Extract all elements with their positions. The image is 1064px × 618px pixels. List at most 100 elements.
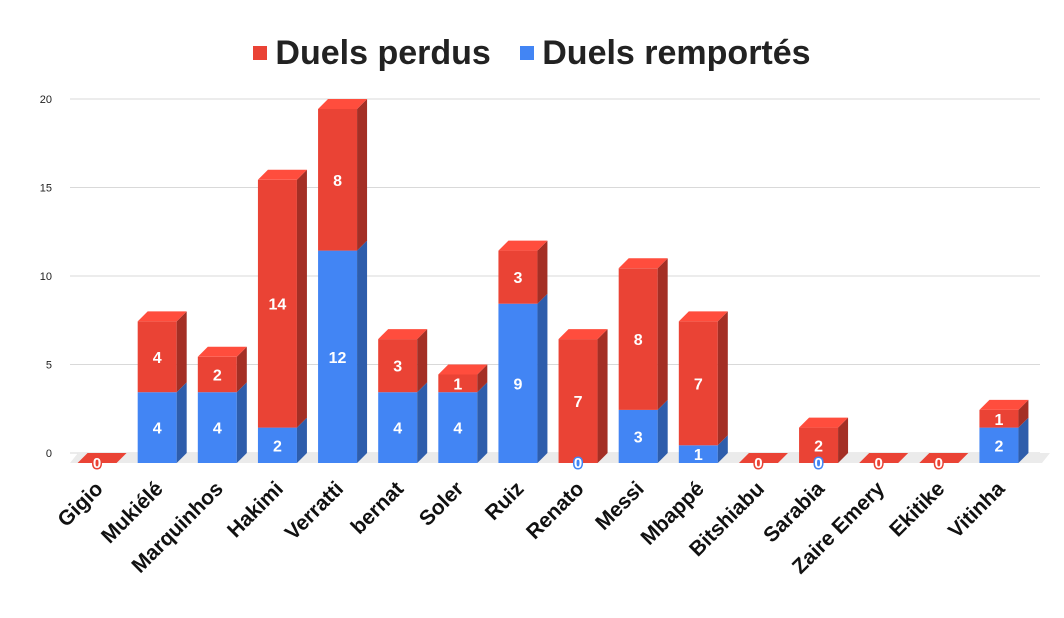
bar-top	[197, 346, 247, 357]
bar-front	[438, 392, 478, 463]
bar-side	[537, 240, 548, 304]
bar-front	[498, 303, 538, 463]
data-label: 0	[814, 455, 822, 472]
bar-zero-tile	[859, 453, 909, 463]
bar-side	[417, 329, 428, 393]
bar-top	[438, 364, 488, 375]
bar-side	[537, 293, 548, 463]
y-tick-label: 10	[40, 271, 52, 283]
data-label: 14	[269, 297, 287, 314]
bar-front	[678, 445, 718, 463]
data-label: 9	[513, 376, 522, 393]
bar-front	[979, 409, 1019, 428]
x-tick-label: Messi	[591, 477, 649, 535]
data-label: 0	[935, 455, 943, 472]
bar-side	[236, 382, 247, 463]
data-label: 1	[694, 447, 703, 464]
data-label: 3	[634, 429, 643, 446]
bar-side	[296, 169, 307, 428]
bar-zero-tile	[77, 453, 127, 463]
x-tick-label: Vitinha	[944, 477, 1010, 543]
bar-top	[378, 329, 428, 340]
bar-side	[236, 346, 247, 393]
bar-top	[799, 417, 849, 428]
y-tick-label: 20	[40, 94, 52, 106]
data-label: 1	[453, 376, 462, 393]
data-label: 2	[994, 438, 1003, 455]
legend-item-duels-perdus[interactable]: Duels perdus	[253, 33, 491, 73]
bar-side	[417, 382, 428, 463]
data-label: 4	[393, 421, 402, 438]
bar-side	[477, 364, 488, 393]
data-label: 2	[213, 368, 222, 385]
bar-front	[137, 321, 177, 393]
x-tick-label: Soler	[415, 477, 468, 530]
bar-front	[979, 427, 1019, 463]
bar-side	[657, 258, 668, 410]
bar-top	[318, 99, 368, 109]
data-label: 3	[513, 270, 522, 287]
x-tick-label: Ekitike	[885, 477, 949, 541]
bar-side	[296, 417, 307, 463]
data-label: 2	[814, 438, 823, 455]
data-label: 4	[213, 421, 222, 438]
data-label: 4	[153, 421, 162, 438]
bar-zero-tile	[738, 453, 788, 463]
bar-side	[176, 382, 187, 463]
x-tick-label: Ruiz	[481, 477, 529, 525]
data-label: 0	[875, 455, 883, 472]
bar-top	[137, 311, 187, 322]
bar-top	[498, 240, 548, 251]
bar-front	[618, 268, 658, 410]
y-tick-label: 5	[46, 360, 52, 372]
data-label: 3	[393, 359, 402, 376]
bar-top	[979, 399, 1029, 410]
bar-side	[176, 311, 187, 393]
bar-top	[618, 258, 668, 269]
data-label: 4	[153, 350, 162, 367]
x-tick-label: Verratti	[281, 477, 348, 544]
data-label: 7	[694, 376, 703, 393]
bar-front	[498, 250, 538, 304]
bar-front	[378, 392, 418, 463]
bar-front	[618, 409, 658, 463]
bar-top	[257, 169, 307, 180]
data-label: 0	[754, 455, 762, 472]
bar-side	[1018, 399, 1029, 428]
bar-side	[657, 399, 668, 463]
bar-zero-tile	[919, 453, 969, 463]
bar-front	[197, 392, 237, 463]
y-tick-label: 0	[46, 448, 52, 460]
bar-front	[378, 339, 418, 393]
bar-side	[357, 99, 368, 251]
legend-label-duels-perdus: Duels perdus	[275, 33, 491, 72]
bar-side	[357, 240, 368, 463]
data-label: 2	[273, 438, 282, 455]
bar-front	[137, 392, 177, 463]
bar-side	[1018, 417, 1029, 463]
bar-top	[678, 311, 728, 322]
bar-side	[717, 435, 728, 463]
data-label: 7	[574, 394, 583, 411]
bar-front	[257, 427, 297, 463]
bar-top	[558, 329, 608, 340]
y-tick-label: 15	[40, 183, 52, 195]
bar-front	[558, 339, 598, 463]
bar-front	[438, 374, 478, 393]
bar-side	[717, 311, 728, 446]
bar-side	[597, 329, 608, 463]
bar-front	[318, 250, 358, 463]
legend-swatch-duels-perdus	[253, 46, 268, 60]
bar-front	[257, 179, 297, 428]
x-tick-label: bernat	[347, 477, 409, 539]
legend-item-duels-remportes[interactable]: Duels remportés	[520, 34, 811, 73]
x-tick-label: Renato	[522, 477, 589, 544]
data-label: 8	[333, 173, 342, 190]
data-label: 1	[994, 412, 1003, 429]
data-label: 8	[634, 332, 643, 349]
bar-front	[318, 109, 358, 251]
x-tick-label: Gigio	[53, 477, 107, 531]
data-label: 4	[453, 421, 462, 438]
bar-side	[838, 417, 849, 463]
